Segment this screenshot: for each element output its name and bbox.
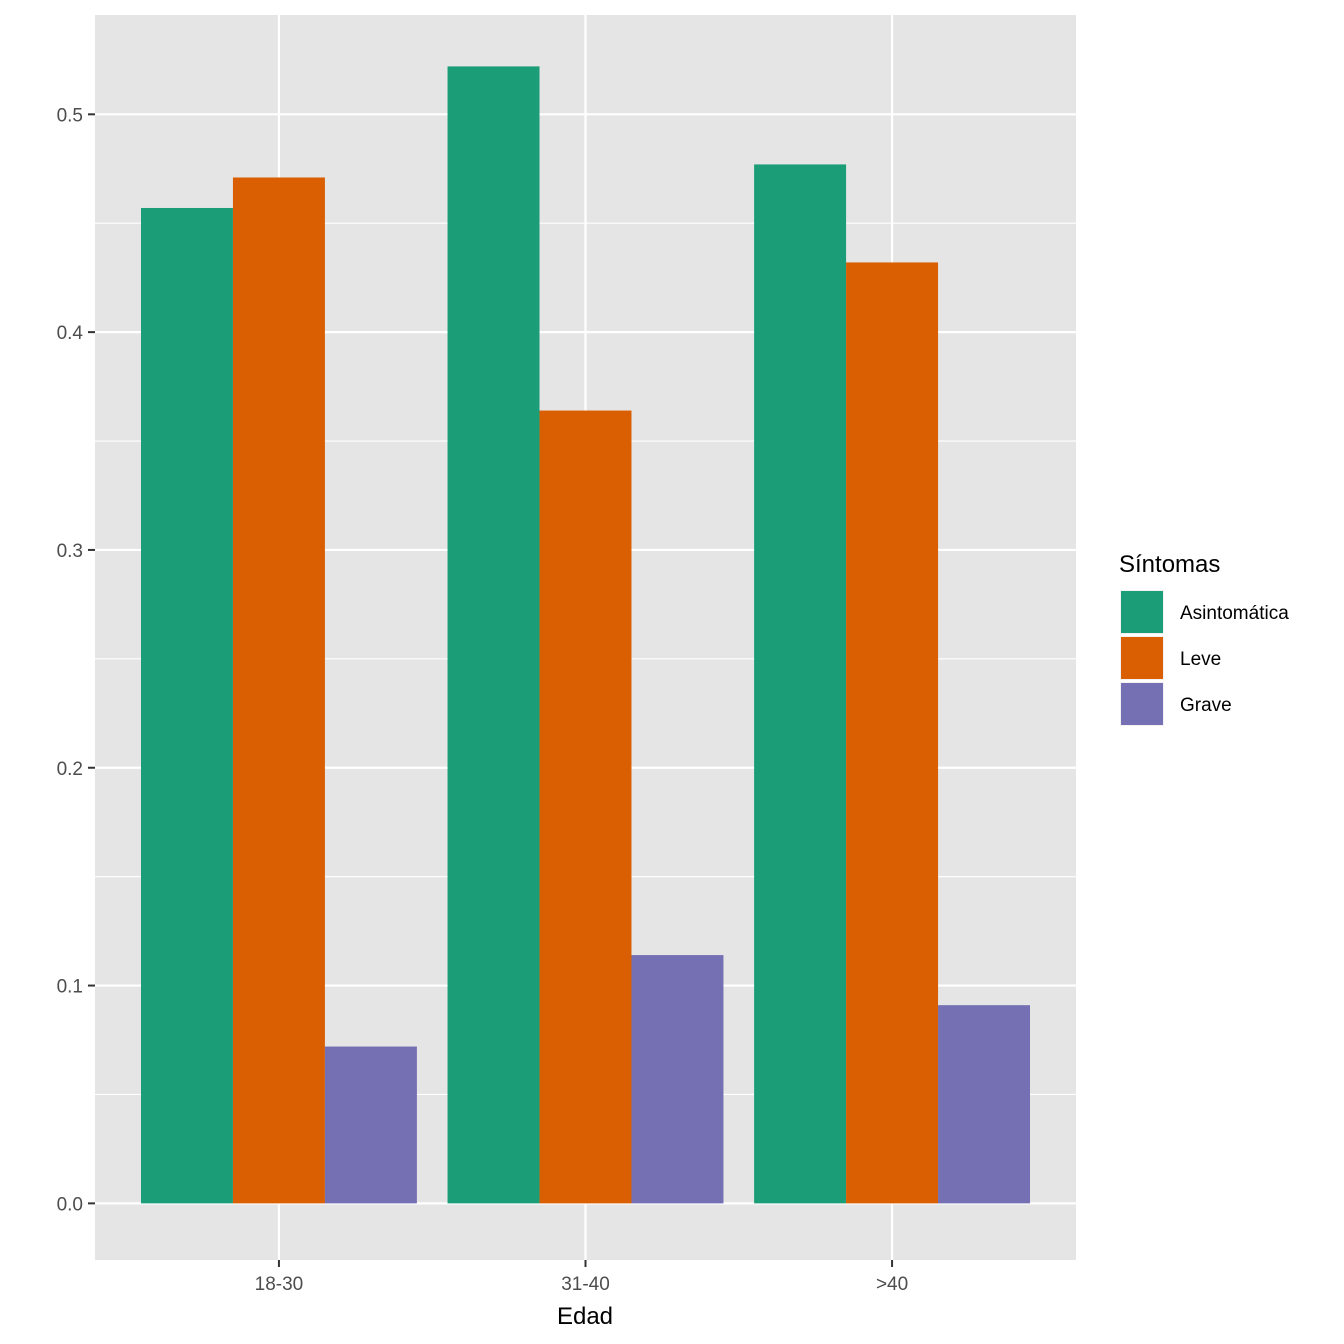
bar-grave-2: [631, 955, 724, 1204]
y-tick-label: 0.1: [57, 977, 83, 998]
bar-leve-1: [232, 177, 325, 1204]
legend-key-leve: [1121, 637, 1163, 679]
y-tick-label: 0.2: [57, 759, 83, 780]
bar-leve-3: [846, 262, 939, 1204]
x-axis: 18-30 31-40 >40: [255, 1260, 908, 1295]
bars: [140, 66, 1031, 1204]
y-tick-label: 0.3: [57, 541, 83, 562]
y-axis: 0.0 0.1 0.2 0.3 0.4 0.5: [57, 105, 95, 1215]
x-axis-title: Edad: [557, 1303, 613, 1330]
y-tick-label: 0.0: [57, 1194, 83, 1215]
y-tick-label: 0.4: [57, 323, 84, 344]
x-tick-label: >40: [876, 1274, 908, 1295]
x-tick-label: 31-40: [561, 1274, 610, 1295]
legend-key-grave: [1121, 683, 1163, 725]
legend-title: Síntomas: [1119, 551, 1220, 578]
x-tick-label: 18-30: [255, 1274, 304, 1295]
legend-key-asintomática: [1121, 591, 1163, 633]
bar-asintomática-2: [447, 66, 540, 1204]
legend-label: Grave: [1180, 695, 1232, 716]
bar-leve-2: [539, 410, 632, 1204]
bar-asintomática-1: [140, 207, 233, 1204]
legend-label: Leve: [1180, 649, 1221, 670]
bar-grave-1: [324, 1046, 417, 1204]
legend: Síntomas Asintomática Leve Grave: [1119, 551, 1289, 726]
legend-label: Asintomática: [1180, 603, 1289, 624]
y-tick-label: 0.5: [57, 105, 83, 126]
bar-grave-3: [938, 1005, 1031, 1204]
bar-asintomática-3: [754, 164, 847, 1204]
